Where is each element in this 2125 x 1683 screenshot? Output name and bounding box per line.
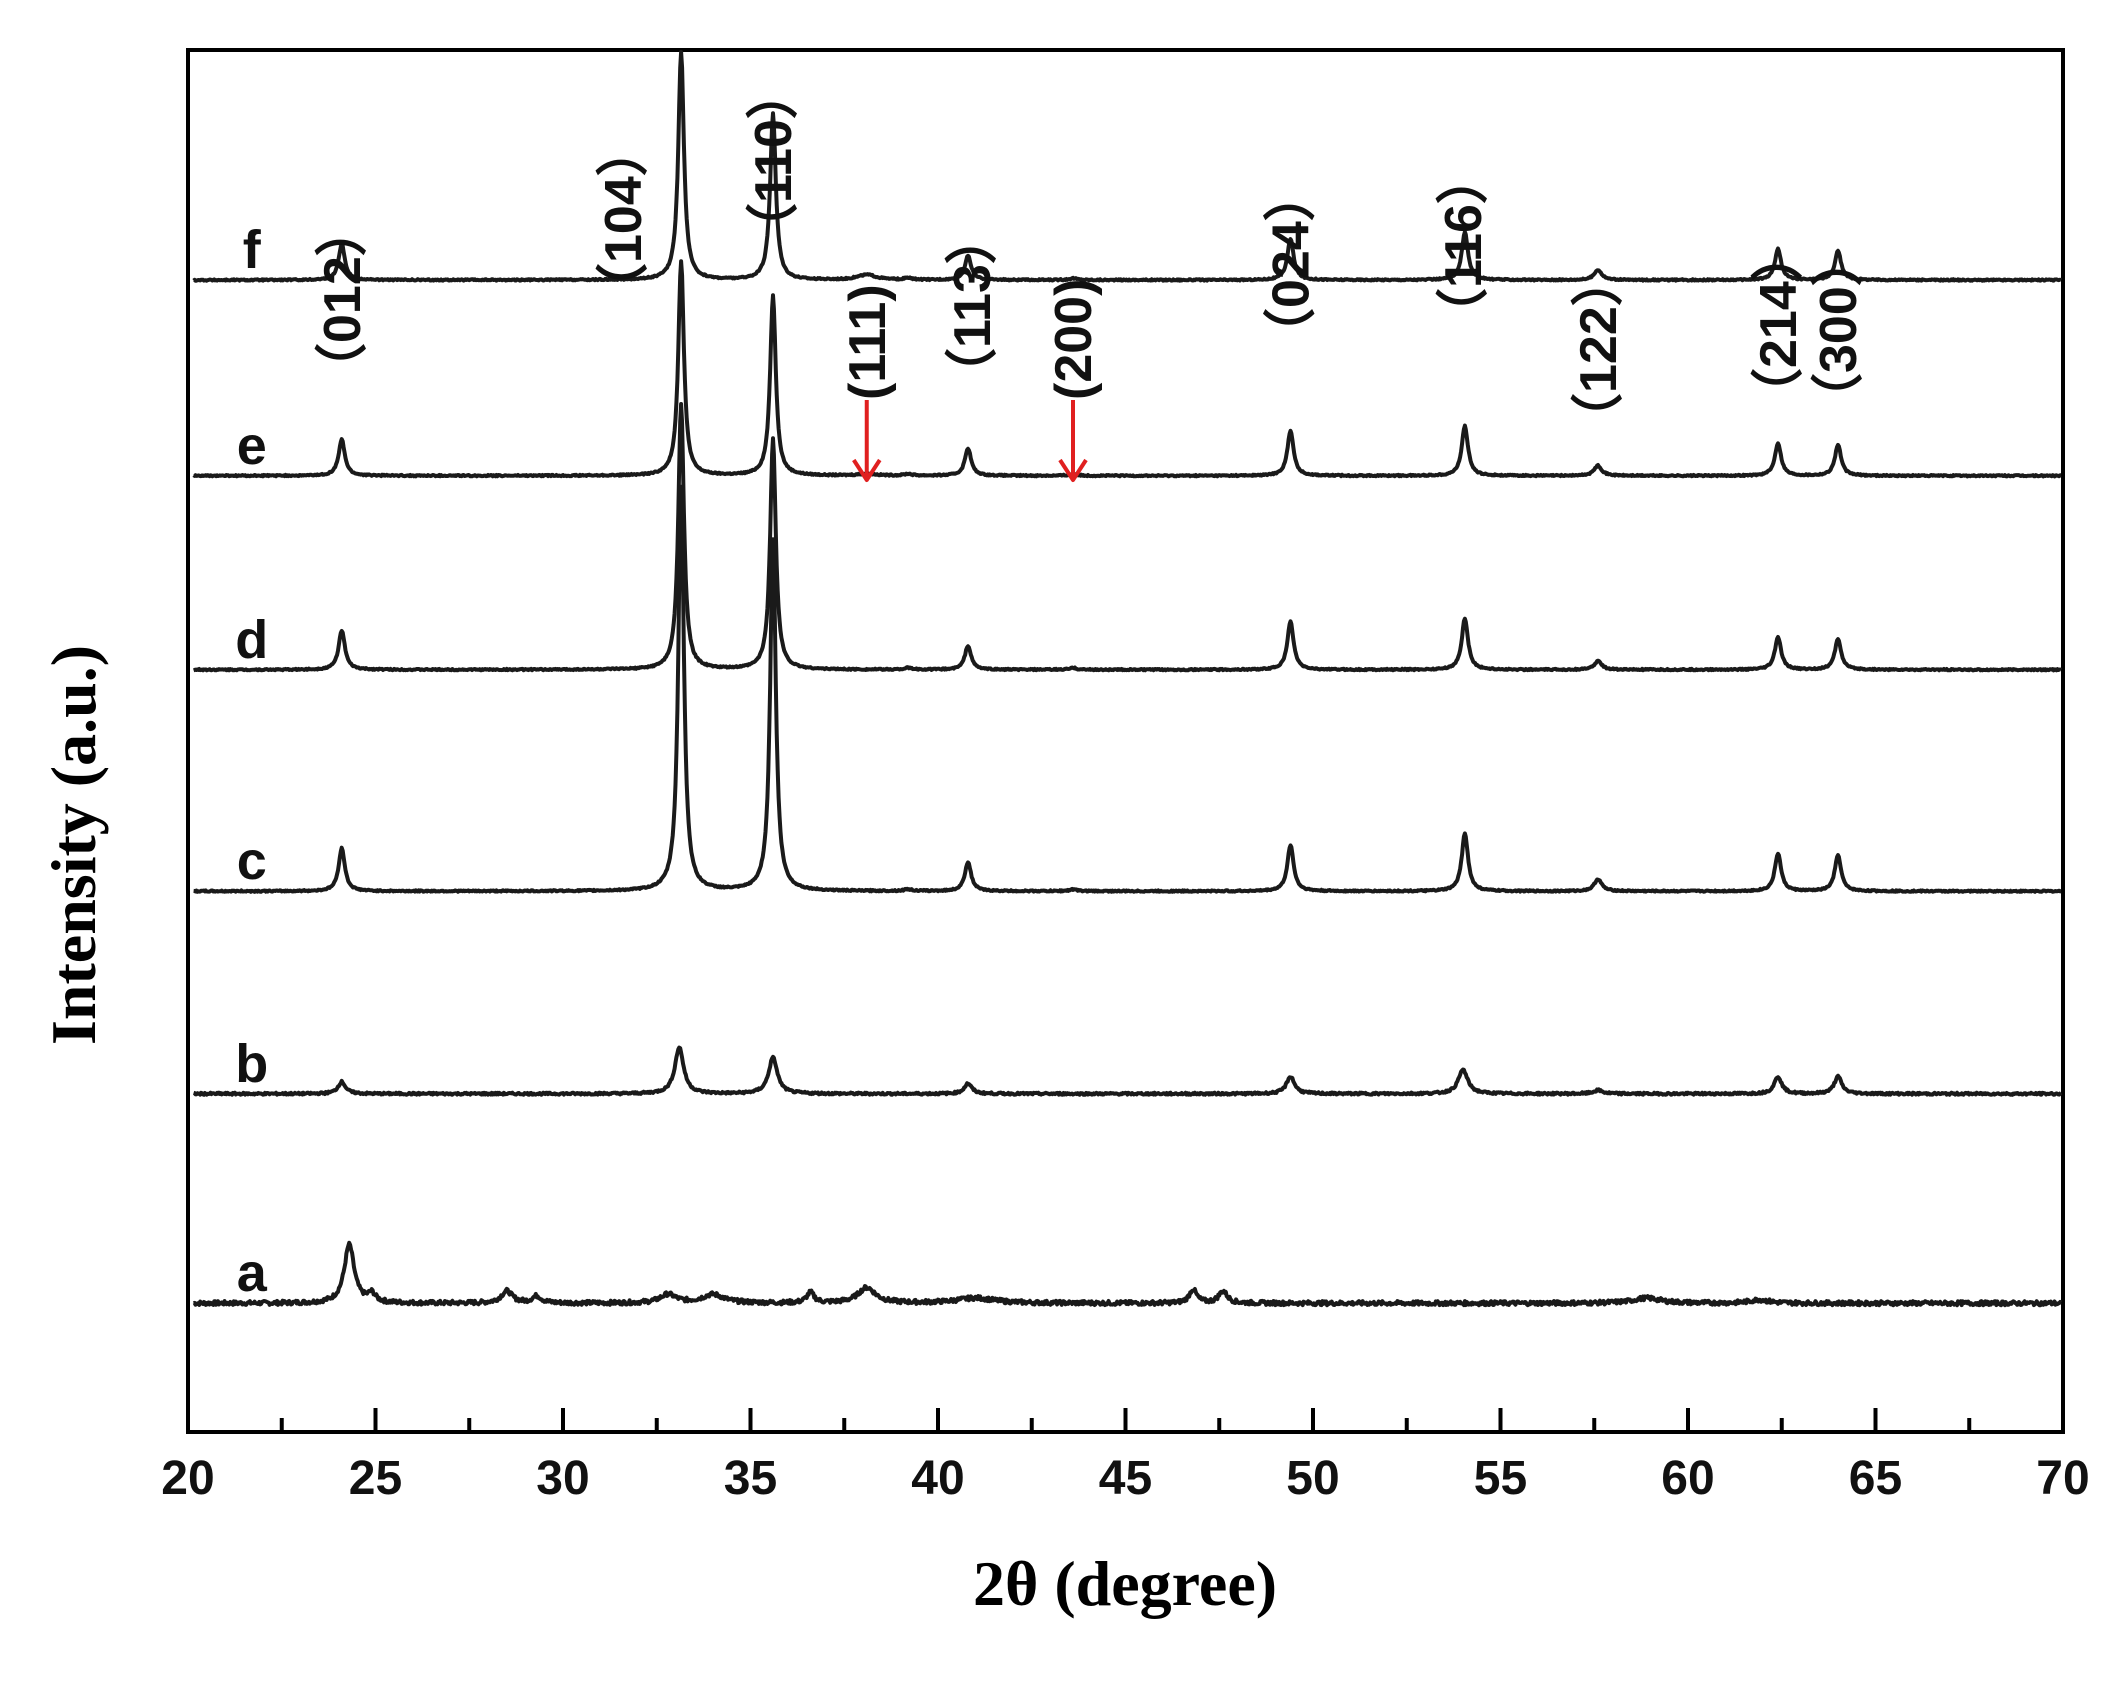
series-label-f: f: [243, 220, 262, 280]
peak-label: （104）: [595, 124, 653, 315]
annotations-layer: （012） （104） （110） (111) （113） (200) （024） （116）…: [314, 67, 1868, 482]
peak-label-group: （113）: [944, 212, 1002, 400]
series-line-c: [192, 484, 2063, 894]
series-label-c: c: [237, 831, 267, 891]
arrow-head: [852, 458, 882, 482]
arrow-head: [1058, 458, 1088, 482]
series-label-a: a: [237, 1243, 268, 1303]
y-axis-title: Intensity (a.u.): [38, 645, 109, 1045]
peak-label: （012）: [314, 204, 372, 395]
peak-label-group: (200): [1045, 279, 1103, 400]
series-line-b: [192, 1045, 2063, 1097]
x-tick-label: 35: [724, 1452, 777, 1505]
series-line-e: [192, 259, 2063, 479]
x-tick-label: 30: [536, 1452, 589, 1505]
peak-label: （024）: [1263, 169, 1321, 360]
series-line-d: [192, 402, 2063, 673]
x-tick-label: 60: [1661, 1452, 1714, 1505]
peak-label: （110）: [745, 67, 803, 255]
peak-label-group: （122）: [1570, 254, 1628, 445]
peak-label-group: (111): [839, 284, 897, 400]
series-line-f: [192, 50, 2063, 283]
peak-label-group: （024）: [1263, 169, 1321, 360]
peak-label: （300）: [1810, 234, 1868, 425]
series-layer: a b c d e f: [192, 50, 2063, 1308]
peak-label: （214）: [1750, 229, 1808, 420]
x-tick-label: 45: [1099, 1452, 1152, 1505]
peak-label-group: （214）: [1750, 229, 1808, 420]
x-axis-ticks: 20 25 30 35 40 45 50 55 60 65 70: [161, 1408, 2090, 1505]
series-line-a: [192, 1240, 2063, 1308]
x-axis-title: 2θ (degree): [973, 1548, 1277, 1619]
x-tick-label: 70: [2036, 1452, 2089, 1505]
peak-label-group: （116）: [1435, 152, 1493, 340]
peak-label-group: （110）: [745, 67, 803, 255]
x-tick-label: 65: [1849, 1452, 1902, 1505]
series-label-b: b: [235, 1034, 268, 1094]
peak-label: (200): [1045, 279, 1103, 400]
peak-label: （113）: [944, 212, 1002, 400]
x-tick-label: 50: [1286, 1452, 1339, 1505]
peak-label-group: （104）: [595, 124, 653, 315]
x-tick-label: 25: [349, 1452, 402, 1505]
peak-label: （122）: [1570, 254, 1628, 445]
peak-label: （116）: [1435, 152, 1493, 340]
x-tick-label: 55: [1474, 1452, 1527, 1505]
series-label-e: e: [237, 416, 267, 476]
peak-label-group: （012）: [314, 204, 372, 395]
peak-label-group: （300）: [1810, 234, 1868, 425]
series-label-d: d: [235, 610, 268, 670]
x-tick-label: 20: [161, 1452, 214, 1505]
x-tick-label: 40: [911, 1452, 964, 1505]
peak-label: (111): [839, 284, 897, 400]
